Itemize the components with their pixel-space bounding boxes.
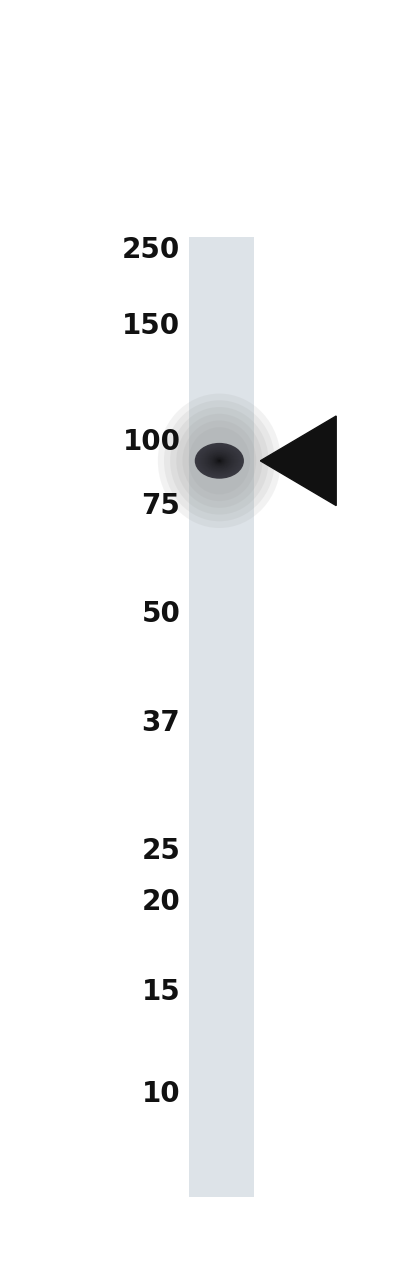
Polygon shape xyxy=(260,416,335,506)
Ellipse shape xyxy=(210,454,228,467)
Ellipse shape xyxy=(214,457,224,465)
Text: 100: 100 xyxy=(122,428,180,456)
Ellipse shape xyxy=(201,448,236,474)
Ellipse shape xyxy=(182,420,256,500)
Ellipse shape xyxy=(202,448,236,474)
Ellipse shape xyxy=(213,457,225,465)
Ellipse shape xyxy=(209,453,229,468)
Text: 25: 25 xyxy=(141,837,180,865)
Ellipse shape xyxy=(205,451,233,471)
Ellipse shape xyxy=(218,460,220,462)
Ellipse shape xyxy=(195,444,243,477)
Text: 10: 10 xyxy=(142,1080,180,1108)
Ellipse shape xyxy=(212,456,226,466)
Ellipse shape xyxy=(215,458,223,463)
Ellipse shape xyxy=(200,447,238,475)
Text: 50: 50 xyxy=(141,600,180,628)
Text: 250: 250 xyxy=(122,236,180,264)
Ellipse shape xyxy=(188,428,249,494)
Text: 20: 20 xyxy=(141,888,180,916)
Text: 75: 75 xyxy=(141,492,180,520)
Ellipse shape xyxy=(164,401,274,521)
Ellipse shape xyxy=(157,393,280,527)
Text: 150: 150 xyxy=(122,312,180,340)
Ellipse shape xyxy=(194,443,243,479)
Text: 15: 15 xyxy=(141,978,180,1006)
Ellipse shape xyxy=(204,451,234,471)
Ellipse shape xyxy=(198,445,239,476)
Ellipse shape xyxy=(176,413,262,508)
Ellipse shape xyxy=(207,452,231,470)
Ellipse shape xyxy=(216,458,222,463)
Bar xyxy=(188,237,254,1197)
Ellipse shape xyxy=(203,449,234,472)
Ellipse shape xyxy=(217,460,221,462)
Ellipse shape xyxy=(211,456,227,466)
Ellipse shape xyxy=(196,444,241,477)
Ellipse shape xyxy=(199,447,238,475)
Ellipse shape xyxy=(206,452,231,470)
Ellipse shape xyxy=(197,445,240,476)
Text: 37: 37 xyxy=(141,709,180,737)
Ellipse shape xyxy=(208,453,229,468)
Ellipse shape xyxy=(170,407,268,515)
